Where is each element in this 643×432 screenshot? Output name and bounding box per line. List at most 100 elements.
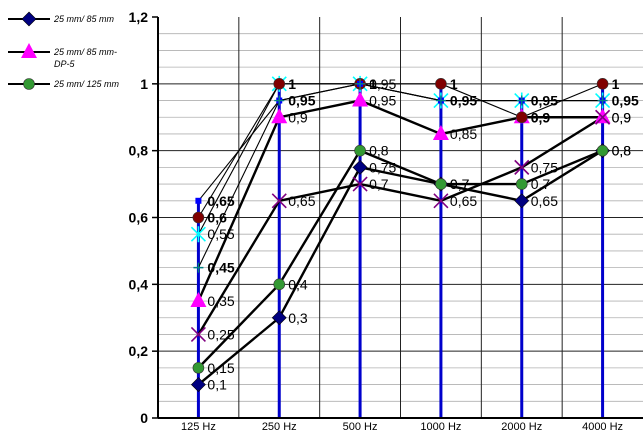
data-label: 0,9 <box>531 109 551 125</box>
legend-label-2: 25 mm/ 125 mm <box>53 79 120 89</box>
series-7-point <box>435 95 446 106</box>
y-tick-label: 0 <box>140 410 148 426</box>
series-3-point <box>271 193 287 209</box>
data-label: 0,4 <box>288 276 308 292</box>
series-line-0 <box>197 149 604 386</box>
data-label: 0,9 <box>531 109 551 125</box>
data-label: 0,95 <box>612 93 639 109</box>
series-2-point <box>192 362 205 374</box>
data-label: 1 <box>612 76 620 92</box>
series-1-point <box>594 108 611 124</box>
series-3-point <box>433 193 449 209</box>
series-5-point <box>192 211 205 224</box>
series-3-point <box>352 176 368 192</box>
series-1-point <box>352 91 369 107</box>
series-6-point <box>195 197 202 204</box>
series-2-point <box>515 178 528 190</box>
series-1-point <box>432 124 449 140</box>
series-0-point <box>514 193 530 209</box>
chart-data-labels: 0,10,30,750,70,650,80,350,90,950,850,9 0,… <box>207 76 639 393</box>
series-2-point <box>273 278 286 291</box>
data-label: 0,7 <box>450 176 470 192</box>
series-7-point <box>274 95 285 106</box>
series-7-point <box>597 95 608 106</box>
series-1-point <box>190 292 207 308</box>
data-label: 1 <box>450 76 458 92</box>
data-label: 0,8 <box>369 143 389 159</box>
data-label: 0,75 <box>369 159 396 175</box>
data-label: 0,95 <box>531 93 558 109</box>
data-label: 0,9 <box>612 109 632 125</box>
series-line-7 <box>197 83 603 268</box>
series-line-1 <box>197 99 603 302</box>
legend-label-0: 25 mm/ 85 mm <box>53 14 115 24</box>
data-label: 0,65 <box>288 193 315 209</box>
data-label: 0,55 <box>207 226 234 242</box>
data-label: 0,7 <box>531 176 551 192</box>
data-label: 0,85 <box>450 126 477 142</box>
chart-bars <box>196 83 605 418</box>
series-4-point <box>190 226 206 243</box>
series-0-point <box>271 310 287 326</box>
legend-label-1: 25 mm/ 85 mm- <box>53 47 117 57</box>
data-label: 0,65 <box>450 193 477 209</box>
series-7-point <box>355 78 366 89</box>
series-3-point <box>514 159 530 175</box>
series-5-point <box>435 78 447 90</box>
x-tick-label: 1000 Hz <box>420 421 461 432</box>
data-label: 1 <box>369 76 377 92</box>
series-2-point <box>435 178 447 190</box>
legend-marker-1 <box>21 43 37 58</box>
x-tick-label: 2000 Hz <box>501 421 542 432</box>
series-line-3 <box>197 116 604 336</box>
data-label: 0,95 <box>288 93 315 109</box>
data-label: 0,6 <box>207 210 227 226</box>
data-label: 0,25 <box>207 326 234 342</box>
series-7-point <box>193 262 204 273</box>
series-3-point <box>595 109 611 125</box>
legend-marker-2 <box>23 78 35 90</box>
y-tick-label: 0,6 <box>129 210 149 226</box>
y-tick-label: 0,8 <box>129 143 149 159</box>
chart-series-lines <box>197 83 604 386</box>
series-2-point <box>354 144 366 157</box>
legend-label-1: DP-5 <box>54 59 75 69</box>
y-tick-label: 1 <box>140 76 148 92</box>
series-line-5 <box>197 83 603 218</box>
data-label: 0,8 <box>612 143 632 159</box>
y-tick-label: 0,2 <box>129 343 149 359</box>
series-5-point <box>596 78 609 90</box>
data-label: 0,7 <box>450 176 470 192</box>
data-label: 0,15 <box>207 360 234 376</box>
data-label: 0,65 <box>531 193 558 209</box>
y-tick-label: 0,4 <box>129 276 149 292</box>
series-0-point <box>352 159 368 175</box>
x-tick-label: 125 Hz <box>181 421 216 432</box>
data-label: 0,35 <box>207 293 234 309</box>
series-1-point <box>271 108 288 124</box>
data-label: 0,3 <box>288 310 308 326</box>
chart-markers <box>190 75 611 393</box>
data-label: 0,1 <box>207 377 227 393</box>
data-label: 0,8 <box>612 143 632 159</box>
data-label: 0,7 <box>369 176 389 192</box>
x-tick-label: 4000 Hz <box>582 421 623 432</box>
series-7-point <box>516 95 527 106</box>
data-label: 0,95 <box>369 93 396 109</box>
series-0-point <box>190 377 206 393</box>
x-tick-label: 250 Hz <box>262 421 297 432</box>
series-5-point <box>273 78 286 90</box>
chart-legend: 25 mm/ 85 mm 25 mm/ 85 mm- DP-5 25 mm/ 125 … <box>8 11 120 90</box>
data-label: 0,45 <box>207 260 234 276</box>
y-tick-label: 1,2 <box>129 9 149 25</box>
series-line-2 <box>197 149 604 369</box>
x-tick-label: 500 Hz <box>343 421 378 432</box>
series-5-point <box>515 111 528 124</box>
data-label: 0,75 <box>531 159 558 175</box>
legend-marker-0 <box>21 11 37 27</box>
data-label: 1 <box>288 76 296 92</box>
data-label: 0,95 <box>450 93 477 109</box>
series-2-point <box>596 144 609 157</box>
series-3-point <box>190 326 206 343</box>
